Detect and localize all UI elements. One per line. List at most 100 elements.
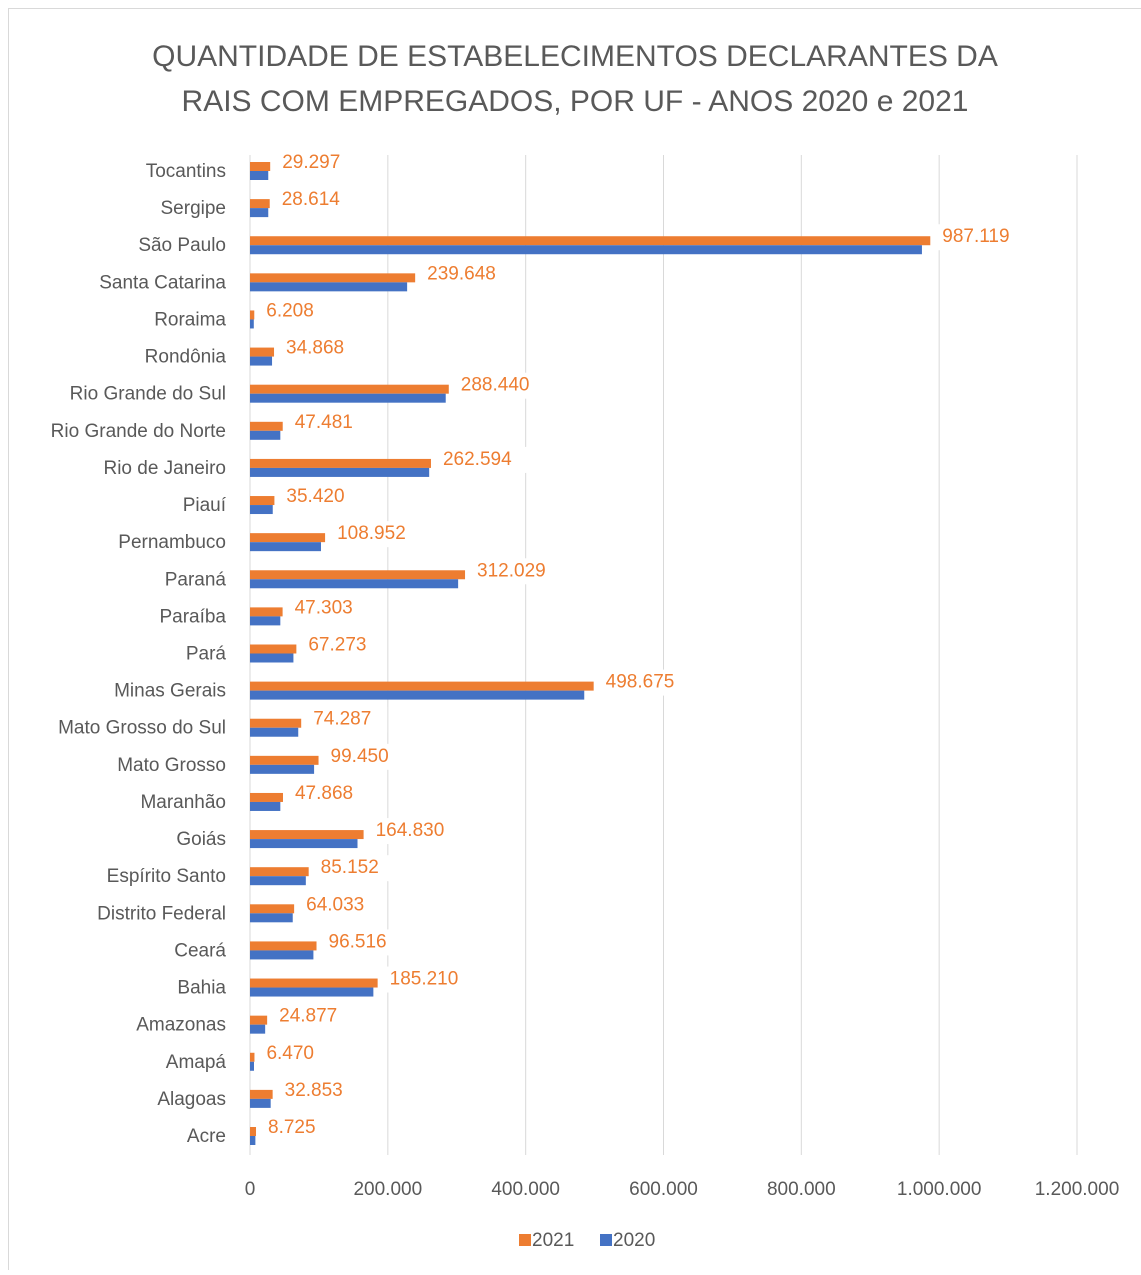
bar xyxy=(250,171,268,180)
data-label: 987.119 xyxy=(942,226,1009,247)
bar xyxy=(250,236,930,245)
legend-label: 2020 xyxy=(613,1230,655,1251)
y-tick-label: Sergipe xyxy=(161,198,227,219)
y-tick-label: Tocantins xyxy=(146,161,226,182)
data-label: 498.675 xyxy=(606,672,675,693)
data-label: 47.481 xyxy=(295,412,353,433)
bar xyxy=(250,459,431,468)
legend-swatch xyxy=(600,1234,612,1246)
bar xyxy=(250,867,309,876)
bar xyxy=(250,505,273,514)
bar xyxy=(250,607,283,616)
bar xyxy=(250,802,280,811)
bar xyxy=(250,496,274,505)
bar xyxy=(250,162,270,171)
data-label: 47.868 xyxy=(295,783,353,804)
y-tick-label: Rio de Janeiro xyxy=(103,458,226,479)
bar xyxy=(250,1062,254,1071)
bar xyxy=(250,682,594,691)
data-label: 6.208 xyxy=(266,300,314,321)
x-tick-label: 200.000 xyxy=(353,1179,422,1200)
y-tick-label: Pará xyxy=(186,644,227,665)
y-tick-label: Acre xyxy=(187,1126,226,1147)
y-tick-label: Amapá xyxy=(166,1052,227,1073)
bar xyxy=(250,719,301,728)
bar xyxy=(250,282,407,291)
bar xyxy=(250,988,373,997)
legend-label: 2021 xyxy=(532,1230,574,1251)
bar xyxy=(250,830,364,839)
bar xyxy=(250,1136,255,1145)
bar xyxy=(250,728,298,737)
bar xyxy=(250,542,321,551)
bar xyxy=(250,941,317,950)
y-tick-label: São Paulo xyxy=(138,235,226,256)
x-tick-label: 400.000 xyxy=(491,1179,560,1200)
x-tick-label: 800.000 xyxy=(767,1179,836,1200)
data-label: 262.594 xyxy=(443,449,512,470)
data-label: 24.877 xyxy=(279,1006,337,1027)
data-label: 185.210 xyxy=(390,969,459,990)
data-label: 67.273 xyxy=(308,635,366,656)
data-label: 29.297 xyxy=(282,152,340,173)
data-label: 164.830 xyxy=(376,820,445,841)
y-tick-label: Paraíba xyxy=(159,606,226,627)
y-tick-label: Espírito Santo xyxy=(107,866,226,887)
x-tick-label: 600.000 xyxy=(629,1179,698,1200)
data-label: 312.029 xyxy=(477,560,546,581)
y-tick-label: Roraima xyxy=(154,309,226,330)
bar xyxy=(250,645,296,654)
data-label: 35.420 xyxy=(286,486,344,507)
y-tick-label: Paraná xyxy=(165,569,227,590)
bar xyxy=(250,431,280,440)
y-tick-label: Rio Grande do Sul xyxy=(70,384,226,405)
bar xyxy=(250,904,294,913)
bar xyxy=(250,385,449,394)
bar xyxy=(250,876,306,885)
y-tick-label: Ceará xyxy=(174,940,226,961)
bar xyxy=(250,756,319,765)
y-tick-label: Goiás xyxy=(176,829,226,850)
bar xyxy=(250,765,314,774)
data-label: 64.033 xyxy=(306,894,364,915)
y-tick-label: Santa Catarina xyxy=(99,272,226,293)
bar xyxy=(250,1127,256,1136)
data-label: 8.725 xyxy=(268,1117,316,1138)
bar xyxy=(250,319,254,328)
y-tick-label: Amazonas xyxy=(136,1015,226,1036)
bar xyxy=(250,468,429,477)
bar xyxy=(250,273,415,282)
x-tick-label: 1.000.000 xyxy=(897,1179,982,1200)
bar xyxy=(250,208,268,217)
bar xyxy=(250,1099,271,1108)
bar xyxy=(250,348,274,357)
bar xyxy=(250,1025,265,1034)
bar xyxy=(250,394,446,403)
bar xyxy=(250,950,313,959)
bar xyxy=(250,570,465,579)
bar xyxy=(250,310,254,319)
data-label: 108.952 xyxy=(337,523,406,544)
y-tick-label: Rio Grande do Norte xyxy=(51,421,226,442)
bar xyxy=(250,1053,254,1062)
bar xyxy=(250,245,922,254)
chart-title: QUANTIDADE DE ESTABELECIMENTOS DECLARANT… xyxy=(152,40,998,73)
bar xyxy=(250,533,325,542)
x-tick-label: 0 xyxy=(245,1179,256,1200)
data-label: 99.450 xyxy=(331,746,389,767)
data-label: 96.516 xyxy=(329,931,387,952)
y-tick-label: Maranhão xyxy=(140,792,226,813)
bar xyxy=(250,654,293,663)
y-tick-label: Distrito Federal xyxy=(97,903,226,924)
chart-title: RAIS COM EMPREGADOS, POR UF - ANOS 2020 … xyxy=(182,85,969,118)
x-tick-label: 1.200.000 xyxy=(1035,1179,1120,1200)
y-tick-label: Minas Gerais xyxy=(114,681,226,702)
data-label: 288.440 xyxy=(461,375,530,396)
bar xyxy=(250,691,584,700)
y-tick-label: Rondônia xyxy=(145,347,227,368)
y-tick-label: Mato Grosso do Sul xyxy=(58,718,226,739)
y-tick-label: Alagoas xyxy=(157,1089,226,1110)
bar xyxy=(250,913,293,922)
y-tick-label: Pernambuco xyxy=(118,532,226,553)
